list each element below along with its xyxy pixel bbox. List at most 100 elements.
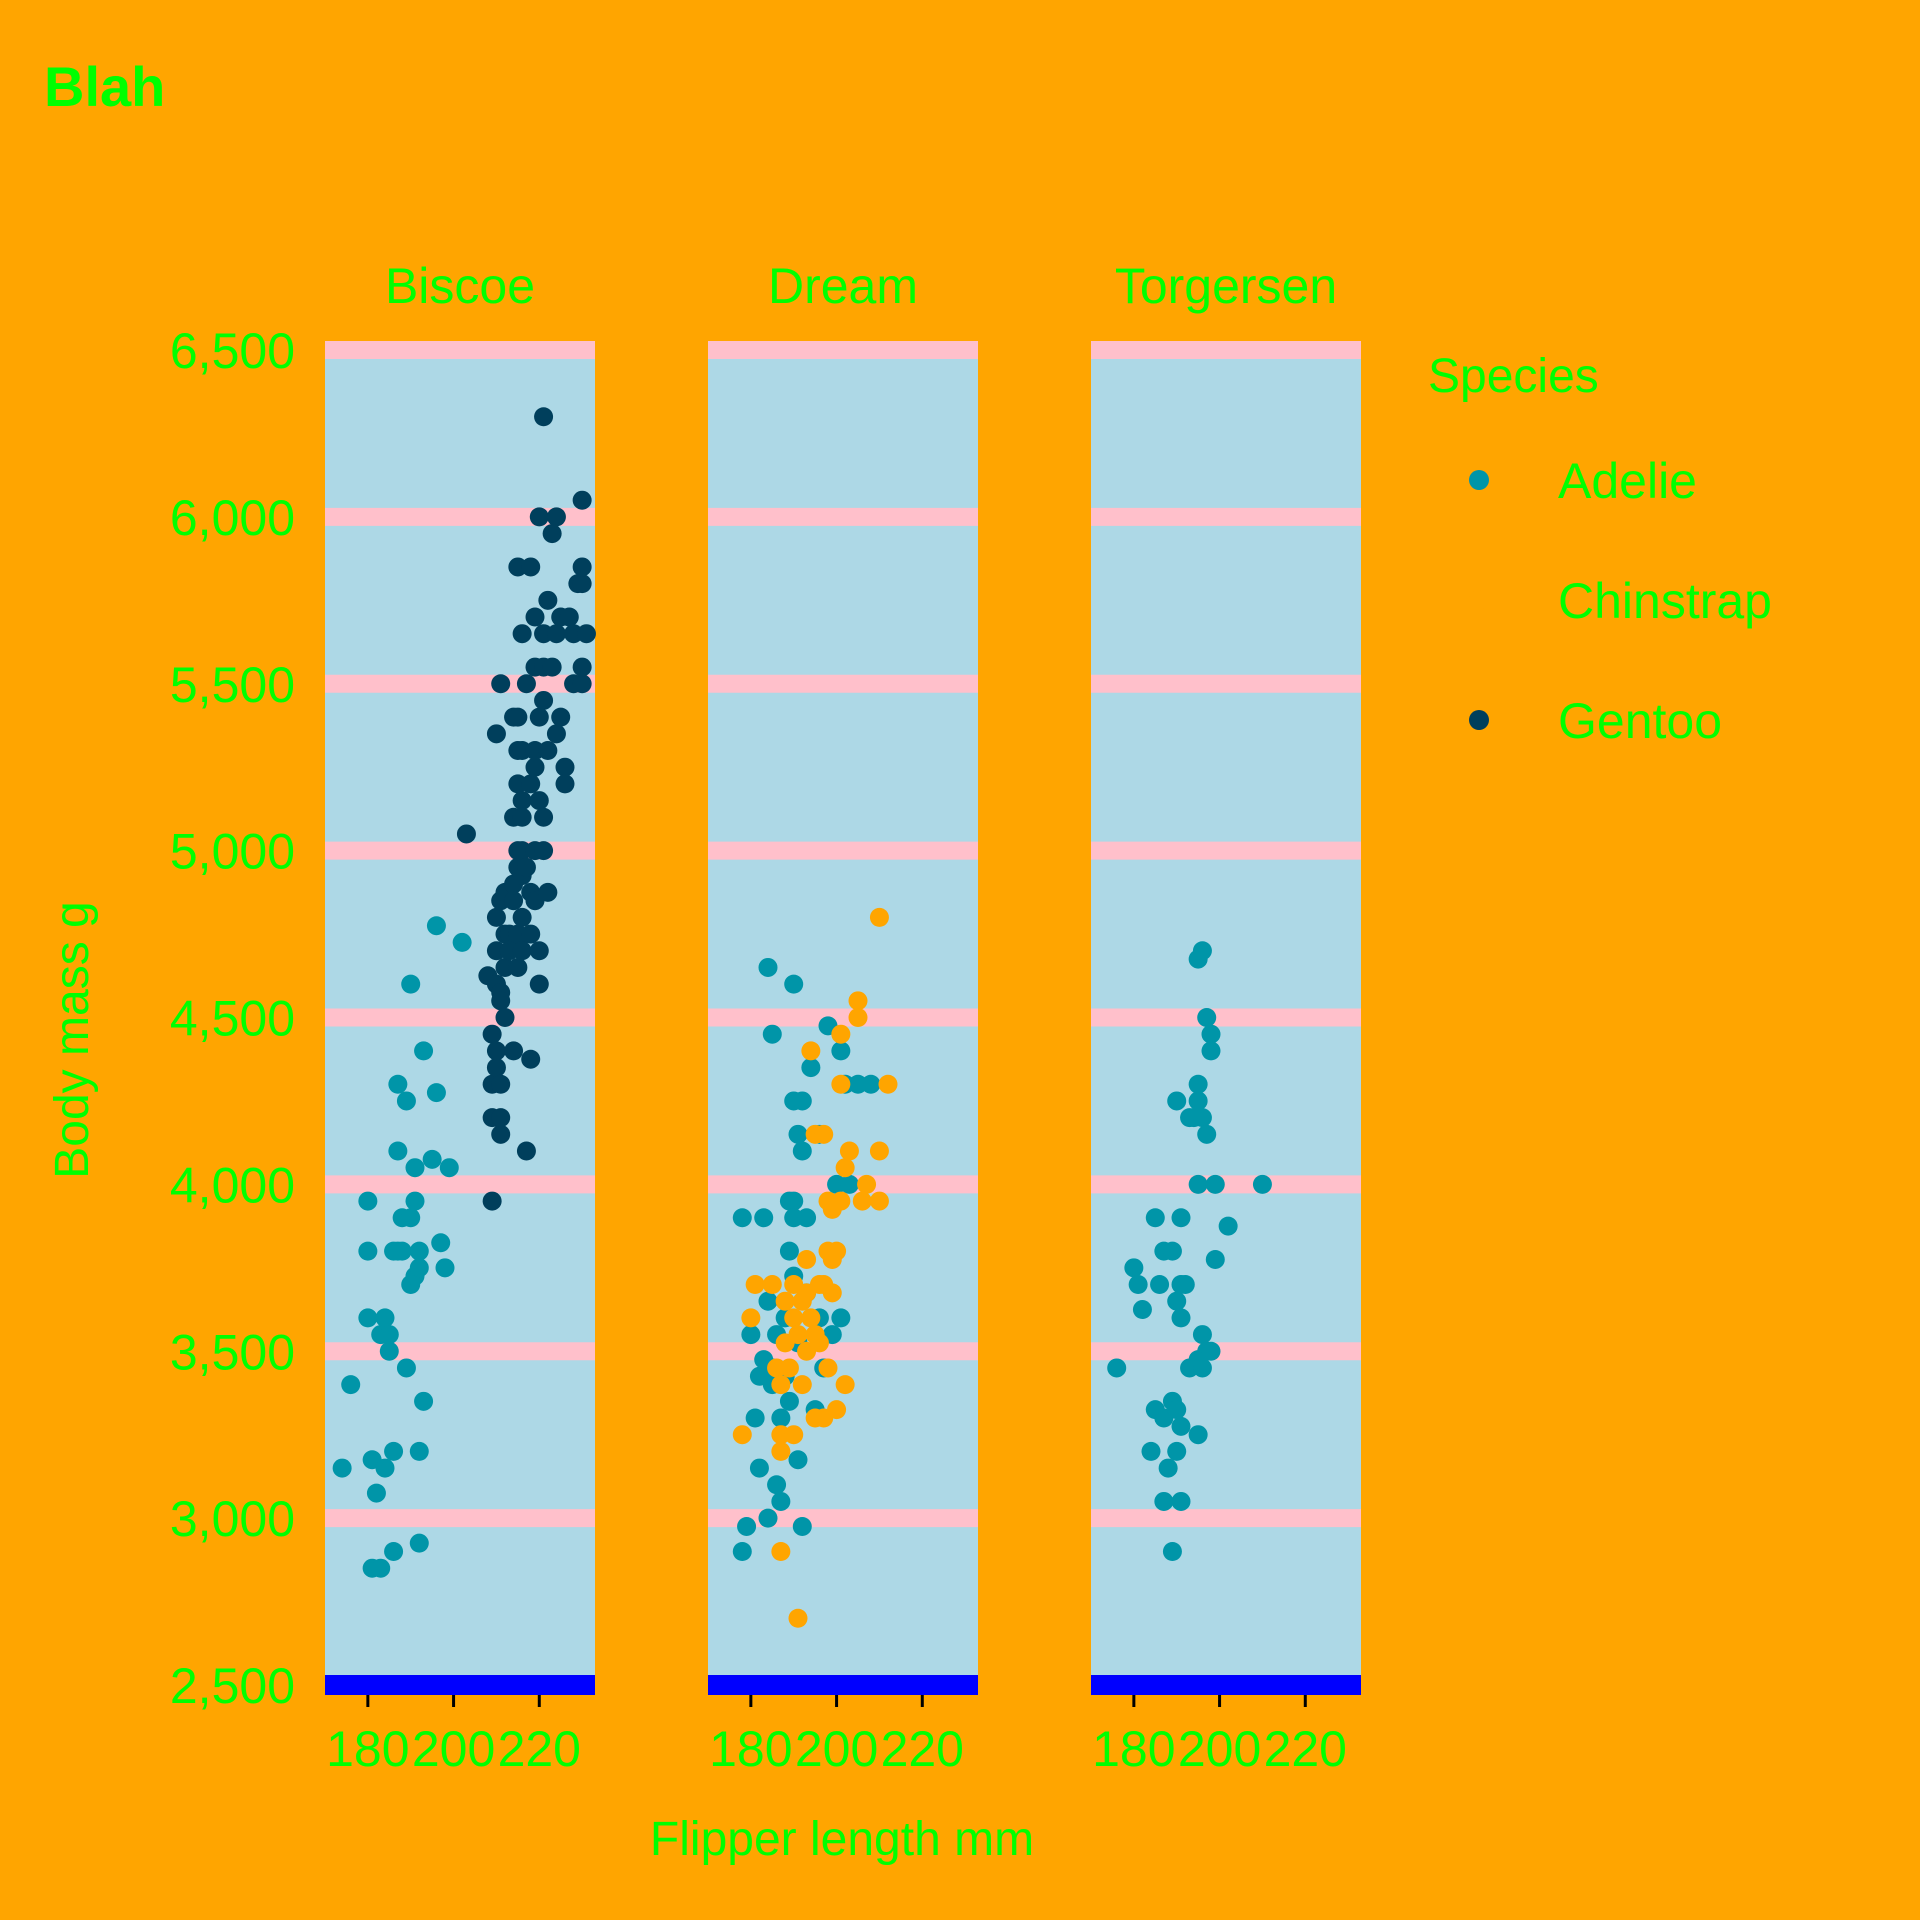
data-point: [1107, 1358, 1127, 1378]
data-point: [741, 1308, 761, 1328]
data-point: [375, 1308, 395, 1328]
data-point: [861, 1074, 881, 1094]
data-point: [384, 1441, 404, 1461]
data-point: [409, 1258, 429, 1278]
data-point: [1128, 1275, 1148, 1294]
data-point: [572, 490, 592, 510]
y-tick-label: 5,500: [170, 657, 295, 713]
gridline: [708, 507, 978, 526]
data-point: [538, 590, 558, 610]
data-point: [431, 1233, 451, 1253]
data-point: [341, 1375, 361, 1395]
data-point: [358, 1191, 378, 1211]
data-point: [516, 1141, 536, 1161]
gridline: [325, 507, 595, 526]
data-point: [831, 1074, 851, 1094]
data-point: [818, 1358, 838, 1378]
y-tick-label: 3,000: [170, 1491, 295, 1547]
data-point: [745, 1408, 765, 1428]
data-point: [512, 907, 532, 927]
data-point: [797, 1249, 817, 1269]
gridline: [1091, 1342, 1361, 1361]
data-point: [538, 741, 558, 760]
data-point: [555, 774, 575, 794]
legend-item: Chinstrap: [1469, 573, 1772, 629]
gridline: [1091, 1175, 1361, 1194]
data-point: [452, 932, 472, 952]
gridline: [708, 841, 978, 860]
data-point: [809, 1333, 829, 1353]
data-point: [508, 707, 528, 727]
data-point: [1162, 1241, 1182, 1261]
data-point: [1192, 1358, 1212, 1378]
data-point: [504, 1041, 524, 1061]
data-point: [439, 1158, 459, 1178]
data-point: [848, 1008, 868, 1027]
data-point: [529, 707, 549, 727]
data-point: [732, 1208, 752, 1228]
data-point: [521, 924, 541, 944]
y-tick-label: 2,500: [170, 1658, 295, 1714]
data-point: [741, 1325, 761, 1345]
data-point: [745, 1275, 765, 1294]
data-point: [529, 791, 549, 811]
data-point: [869, 907, 889, 927]
data-point: [358, 1308, 378, 1328]
x-axis-line: [1091, 1675, 1361, 1695]
data-point: [388, 1141, 408, 1161]
data-point: [546, 507, 566, 527]
data-point: [491, 674, 511, 694]
data-point: [512, 791, 532, 811]
data-point: [792, 1141, 812, 1161]
data-point: [1162, 1542, 1182, 1561]
data-point: [1132, 1300, 1152, 1320]
data-point: [486, 724, 506, 744]
data-point: [814, 1124, 834, 1144]
facet-panel: Torgersen 180 200 220: [1091, 258, 1361, 1777]
data-point: [771, 1375, 791, 1395]
data-point: [534, 690, 554, 710]
legend-items: Adelie Chinstrap Gentoo: [1469, 453, 1772, 749]
data-point: [1252, 1174, 1272, 1194]
data-point: [827, 1241, 847, 1261]
data-point: [1167, 1291, 1187, 1311]
data-point: [878, 1074, 898, 1094]
data-point: [801, 1041, 821, 1061]
data-point: [1171, 1308, 1191, 1328]
data-point: [422, 1149, 442, 1169]
data-point: [508, 957, 528, 977]
data-point: [792, 1375, 812, 1395]
data-point: [779, 1358, 799, 1378]
data-point: [491, 1108, 511, 1128]
data-point: [572, 574, 592, 594]
data-point: [534, 407, 554, 427]
data-point: [831, 1041, 851, 1061]
data-point: [779, 1241, 799, 1261]
data-point: [839, 1141, 859, 1161]
data-point: [542, 524, 562, 544]
data-point: [1192, 1325, 1212, 1345]
data-point: [771, 1441, 791, 1461]
data-point: [1188, 1174, 1208, 1194]
y-tick-label: 4,000: [170, 1157, 295, 1213]
data-point: [414, 1391, 434, 1411]
data-point: [1201, 1041, 1221, 1061]
gridline: [708, 1008, 978, 1027]
data-point: [1171, 1208, 1191, 1228]
x-tick-label: 200: [795, 1721, 878, 1777]
data-point: [521, 557, 541, 577]
data-point: [512, 941, 532, 961]
legend-title: Species: [1428, 350, 1599, 403]
y-tick-label: 4,500: [170, 991, 295, 1047]
data-point: [835, 1375, 855, 1395]
data-point: [375, 1458, 395, 1478]
data-point: [332, 1458, 352, 1478]
gridline: [1091, 507, 1361, 526]
data-point: [1197, 1008, 1217, 1027]
data-point: [521, 1049, 541, 1069]
data-point: [491, 991, 511, 1011]
data-point: [1192, 1108, 1212, 1128]
data-point: [401, 974, 421, 994]
data-point: [512, 624, 532, 644]
